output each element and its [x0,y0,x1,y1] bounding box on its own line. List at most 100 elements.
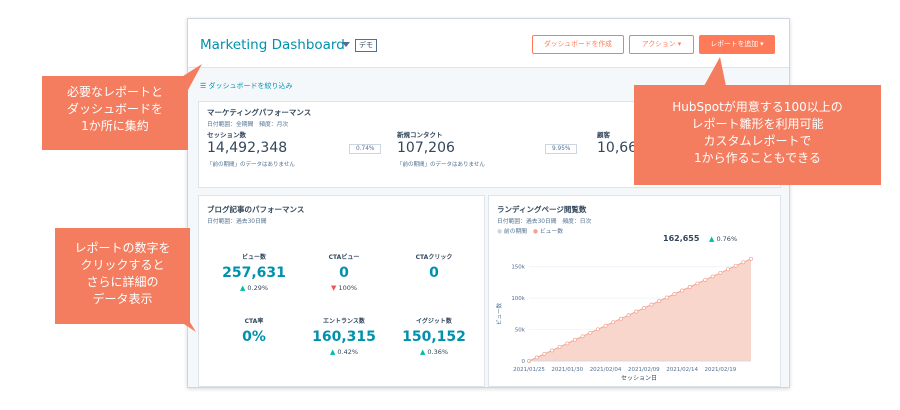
data-point [718,270,723,275]
data-point [534,355,539,360]
legend-marker-icon: ● [497,229,503,235]
x-tick-label: 2021/01/25 [513,367,545,373]
metric-value[interactable]: 0 [429,265,439,281]
metric-cta-clicks[interactable]: CTAクリック 0 [389,252,479,281]
x-tick-label: 2021/02/14 [666,367,698,373]
data-point [710,274,715,279]
x-tick-label: 2021/02/04 [590,367,622,373]
metric-change: ▲ 0.29% [239,284,269,292]
contacts-note: 「前の期間」のデータはありません [397,162,485,168]
legend-marker-icon: ● [532,229,538,235]
customers-label: 顧客 [597,131,610,139]
add-report-button[interactable]: レポートを追加 ▾ [699,35,775,54]
metric-label: CTAクリック [415,254,453,261]
data-point [657,299,662,304]
card-title: マーケティングパフォーマンス [207,108,312,117]
sessions-value[interactable]: 14,492,348 [207,140,288,156]
metric-value[interactable]: 0% [242,329,266,345]
data-point [565,341,570,346]
callout-left-bottom: レポートの数字を クリックすると さらに詳細の データ表示 [55,228,190,324]
data-point [726,267,730,272]
up-arrow-icon: ▲ [329,348,336,356]
callout-pointer [180,64,202,90]
card-title: ブログ記事のパフォーマンス [207,205,305,214]
data-point [626,313,631,318]
data-point [649,302,654,307]
callout-pointer [704,57,726,86]
data-point [595,327,600,332]
dashboard-filter[interactable]: ☰ ダッシュボードを絞り込み [200,81,293,91]
metric-entrances[interactable]: エントランス数 160,315 ▲ 0.42% [299,316,389,356]
callout-text: 必要なレポートと ダッシュボードを 1か所に集約 [66,85,163,133]
data-point [687,285,692,289]
data-point [741,260,746,265]
data-point [695,281,700,286]
callout-text: HubSpotが用意する100以上の レポート雛形を利用可能 カスタムレポートで… [672,100,843,165]
y-tick-label: 150k [511,265,525,271]
chart-legend: ● 前の期間 ● ビュー数 [497,226,563,235]
y-tick-label: 0 [522,359,526,365]
landing-page-views-card: ランディングページ閲覧数 日付範囲：過去30日間 頻度：日次 ● 前の期間 ● … [488,195,781,387]
metric-views[interactable]: ビュー数 257,631 ▲ 0.29% [209,252,299,292]
data-point [550,348,554,353]
down-arrow-icon: ▼ [330,284,337,292]
metric-label: CTA率 [244,318,264,325]
data-point [588,330,593,335]
actions-button[interactable]: アクション ▾ [629,35,694,54]
filter-icon: ☰ [200,82,209,90]
up-arrow-icon: ▲ [709,235,715,243]
metric-exits[interactable]: イグジット数 150,152 ▲ 0.36% [389,316,479,356]
callout-left-top: 必要なレポートと ダッシュボードを 1か所に集約 [42,76,188,150]
total-change: ▲ 0.76% [709,235,738,243]
metric-value[interactable]: 150,152 [402,329,466,345]
callout-right-top: HubSpotが用意する100以上の レポート雛形を利用可能 カスタムレポートで… [634,85,881,185]
y-tick-label: 50k [515,328,526,334]
metric-value[interactable]: 160,315 [312,329,376,345]
dashboard-title[interactable]: Marketing Dashboard [200,37,345,53]
total-value[interactable]: 162,655 [663,234,700,243]
card-meta: 日付範囲：全期間 頻度：月次 [207,122,289,128]
card-title: ランディングページ閲覧数 [497,205,587,214]
up-arrow-icon: ▲ [239,284,246,292]
y-tick-label: 100k [511,296,525,302]
data-point [580,334,585,339]
data-point [680,288,685,293]
metric-cta-views[interactable]: CTAビュー 0 ▼ 100% [299,252,389,292]
chevron-down-icon[interactable] [342,42,350,47]
metric-change: ▲ 0.42% [329,348,359,356]
legend-current: ビュー数 [539,229,564,235]
contacts-label: 新規コンタクト [397,131,443,139]
metric-label: イグジット数 [416,318,452,325]
callout-text: レポートの数字を クリックすると さらに詳細の データ表示 [74,241,171,306]
data-point [611,320,616,325]
card-meta: 日付範囲：過去30日間 [207,219,267,225]
x-tick-label: 2021/01/30 [551,367,583,373]
data-point [672,292,677,296]
metric-value[interactable]: 257,631 [222,265,286,281]
metric-cta-rate[interactable]: CTA率 0% [209,316,299,345]
blog-performance-card: ブログ記事のパフォーマンス 日付範囲：過去30日間 ビュー数 257,631 ▲… [198,195,485,387]
metric-value[interactable]: 0 [339,265,349,281]
customers-value[interactable]: 10,669 [597,140,646,156]
data-point [641,306,646,311]
legend-prev: 前の期間 [503,229,528,235]
data-point [634,309,639,314]
card-meta: 日付範囲：過去30日間 頻度：日次 [497,219,592,225]
data-point [749,256,753,261]
data-point [542,351,547,356]
metric-change: ▲ 0.36% [419,348,449,356]
landing-page-chart: ビュー数 セッション日 0 50k 100k 150k 2021/01/25 2021/0… [495,256,753,382]
data-point [603,323,608,328]
x-tick-label: 2021/02/09 [628,367,660,373]
dashboard-header: Marketing Dashboard デモ ダッシュボードを作成 アクション … [188,19,789,68]
x-tick-label: 2021/02/19 [705,367,737,373]
filter-label: ダッシュボードを絞り込み [208,82,293,90]
up-arrow-icon: ▲ [419,348,426,356]
data-point [557,344,562,349]
metric-label: CTAビュー [328,254,360,261]
contacts-value[interactable]: 107,206 [397,140,455,156]
metric-label: エントランス数 [323,318,365,325]
x-axis-label: セッション日 [621,375,657,382]
metric-label: ビュー数 [241,254,266,261]
create-dashboard-button[interactable]: ダッシュボードを作成 [532,35,624,54]
